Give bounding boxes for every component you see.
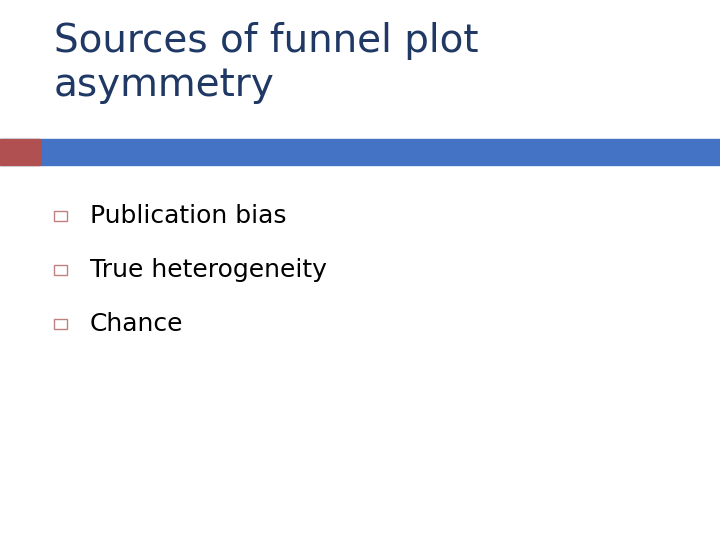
Bar	[54, 265, 67, 275]
Text: Chance: Chance	[90, 312, 184, 336]
Bar	[0, 139, 720, 165]
Text: Sources of funnel plot
asymmetry: Sources of funnel plot asymmetry	[54, 22, 479, 104]
Bar	[54, 319, 67, 329]
Bar	[54, 211, 67, 221]
Bar	[0, 139, 40, 165]
Text: True heterogeneity: True heterogeneity	[90, 258, 327, 282]
Text: Publication bias: Publication bias	[90, 204, 287, 228]
